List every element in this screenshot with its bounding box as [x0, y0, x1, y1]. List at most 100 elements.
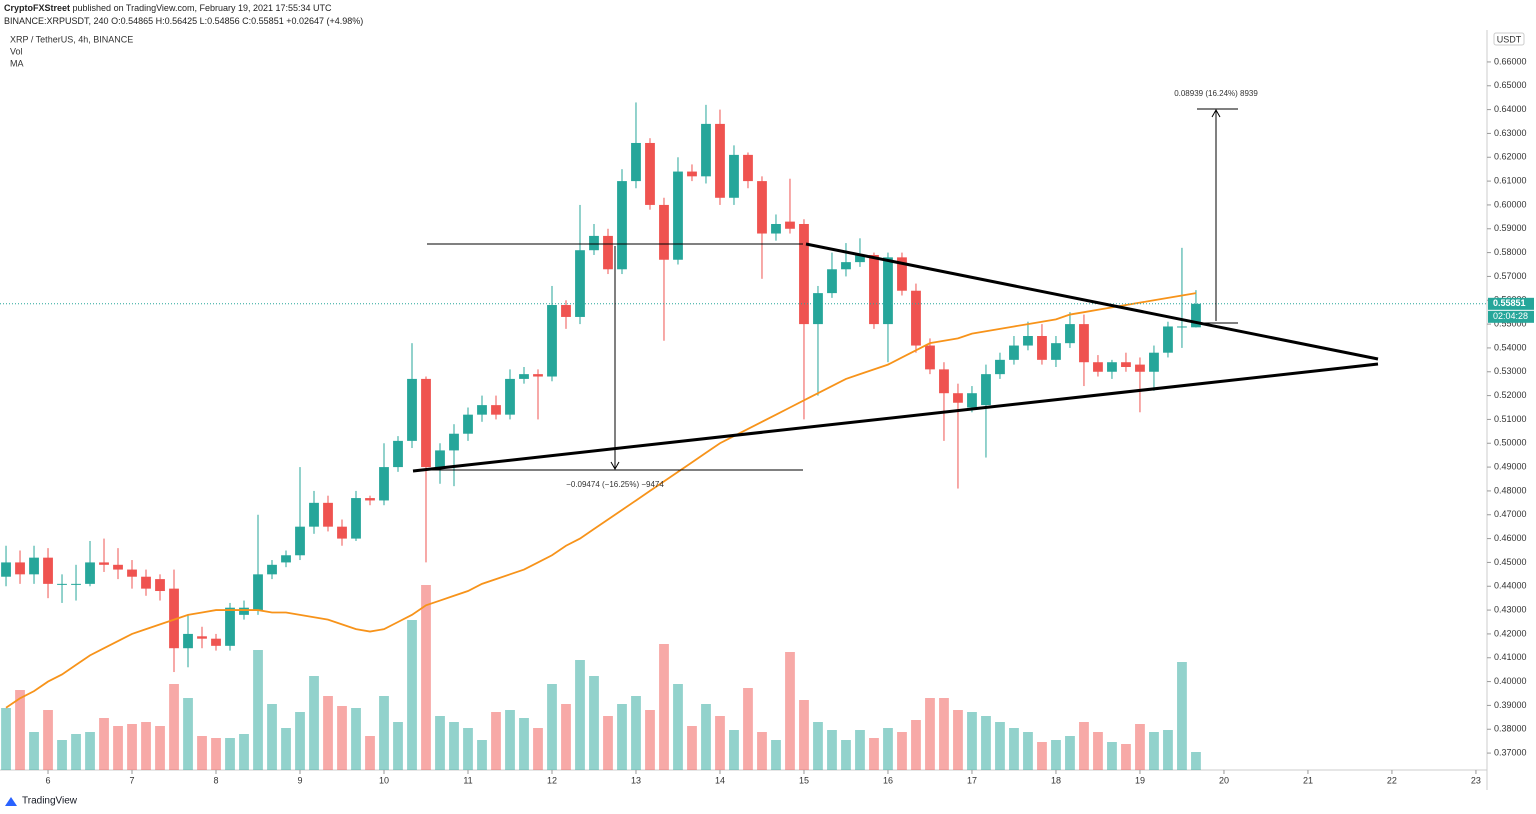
- candle-body: [981, 374, 991, 406]
- candle-body: [911, 290, 921, 346]
- candle-body: [701, 123, 711, 177]
- volume-bar: [533, 728, 543, 770]
- volume-bar: [1037, 742, 1047, 770]
- candle-body: [785, 221, 795, 229]
- volume-bar: [995, 722, 1005, 770]
- measure-label: −0.09474 (−16.25%) −9474: [566, 480, 664, 489]
- candle-body: [1009, 345, 1019, 360]
- volume-bar: [183, 698, 193, 770]
- volume-bar: [939, 698, 949, 770]
- candle-body: [1093, 362, 1103, 372]
- y-tick-label: 0.54000: [1494, 342, 1527, 352]
- countdown-box: [1488, 310, 1534, 323]
- volume-bar: [1149, 732, 1159, 770]
- volume-bar: [799, 700, 809, 770]
- volume-bar: [925, 698, 935, 770]
- volume-bar: [197, 736, 207, 770]
- x-tick-label: 10: [379, 775, 389, 785]
- candle-body: [281, 555, 291, 563]
- volume-bar: [477, 740, 487, 770]
- volume-bar: [673, 684, 683, 770]
- candle-body: [995, 359, 1005, 375]
- candle-body: [491, 405, 501, 415]
- candle-body: [589, 235, 599, 251]
- candle-body: [309, 502, 319, 527]
- volume-bar: [1, 708, 11, 770]
- ohlc: O:0.54865 H:0.56425 L:0.54856 C:0.55851: [111, 16, 284, 26]
- y-tick-label: 0.47000: [1494, 509, 1527, 519]
- published: published on TradingView.com, February 1…: [72, 3, 332, 13]
- volume-bar: [463, 728, 473, 770]
- y-tick-label: 0.63000: [1494, 128, 1527, 138]
- volume-bar: [1191, 752, 1201, 770]
- y-tick-label: 0.45000: [1494, 557, 1527, 567]
- candle-body: [533, 374, 543, 377]
- volume-bar: [253, 650, 263, 770]
- volume-bar: [29, 732, 39, 770]
- y-tick-label: 0.46000: [1494, 533, 1527, 543]
- y-tick-label: 0.37000: [1494, 747, 1527, 757]
- candle-body: [757, 181, 767, 234]
- arrow-head: [610, 461, 620, 471]
- volume-bar: [211, 738, 221, 770]
- x-tick-label: 17: [967, 775, 977, 785]
- candle-body: [519, 374, 529, 379]
- y-tick-label: 0.57000: [1494, 271, 1527, 281]
- candle-body: [869, 254, 879, 325]
- y-tick-label: 0.53000: [1494, 366, 1527, 376]
- volume-bar: [15, 690, 25, 770]
- volume-bar: [855, 730, 865, 770]
- candle-body: [939, 369, 949, 394]
- candle-body: [1023, 336, 1033, 346]
- last-price-box: [1488, 297, 1534, 310]
- arrow-head: [1211, 108, 1221, 118]
- volume-bar: [1093, 732, 1103, 770]
- moving-average: [5, 292, 1197, 709]
- candle-body: [715, 123, 725, 198]
- candle-body: [1051, 343, 1061, 360]
- y-tick-label: 0.41000: [1494, 652, 1527, 662]
- candle-body: [15, 562, 25, 575]
- plot: [0, 102, 1487, 770]
- y-tick-label: 0.51000: [1494, 414, 1527, 424]
- candle-body: [211, 638, 221, 646]
- volume-bar: [715, 716, 725, 770]
- symbol: BINANCE:XRPUSDT, 240: [4, 16, 109, 26]
- y-tick-label: 0.43000: [1494, 604, 1527, 614]
- candle-body: [113, 564, 123, 570]
- x-tick-label: 6: [46, 775, 51, 785]
- x-tick-label: 13: [631, 775, 641, 785]
- candle-body: [351, 498, 361, 539]
- volume-bar: [645, 710, 655, 770]
- x-tick-label: 20: [1219, 775, 1229, 785]
- y-tick-label: 0.58000: [1494, 247, 1527, 257]
- publish-line: CryptoFXStreet published on TradingView.…: [4, 2, 363, 15]
- volume-bar: [701, 704, 711, 770]
- logo-icon: [5, 797, 17, 806]
- x-tick-label: 19: [1135, 775, 1145, 785]
- volume-bar: [379, 696, 389, 770]
- volume-bar: [757, 732, 767, 770]
- candle-body: [379, 467, 389, 501]
- candle-body: [155, 579, 165, 592]
- candle-body: [883, 257, 893, 325]
- y-tick-label: 0.62000: [1494, 152, 1527, 162]
- candle-body: [169, 588, 179, 649]
- volume-bar: [589, 676, 599, 770]
- volume-bar: [113, 726, 123, 770]
- candle-body: [393, 440, 403, 468]
- x-tick-label: 7: [130, 775, 135, 785]
- footer: TradingView: [22, 796, 78, 807]
- change: +0.02647 (+4.98%): [286, 16, 364, 26]
- y-tick-label: 0.59000: [1494, 223, 1527, 233]
- volume-bar: [1177, 662, 1187, 770]
- volume-bar: [687, 726, 697, 770]
- volume-bar: [407, 620, 417, 770]
- candle-body: [323, 502, 333, 527]
- legend-vol: Vol: [10, 46, 23, 56]
- candle-body: [953, 393, 963, 403]
- candle-body: [659, 204, 669, 260]
- header: CryptoFXStreet published on TradingView.…: [4, 2, 363, 28]
- volume-bar: [827, 730, 837, 770]
- volume-bar: [169, 684, 179, 770]
